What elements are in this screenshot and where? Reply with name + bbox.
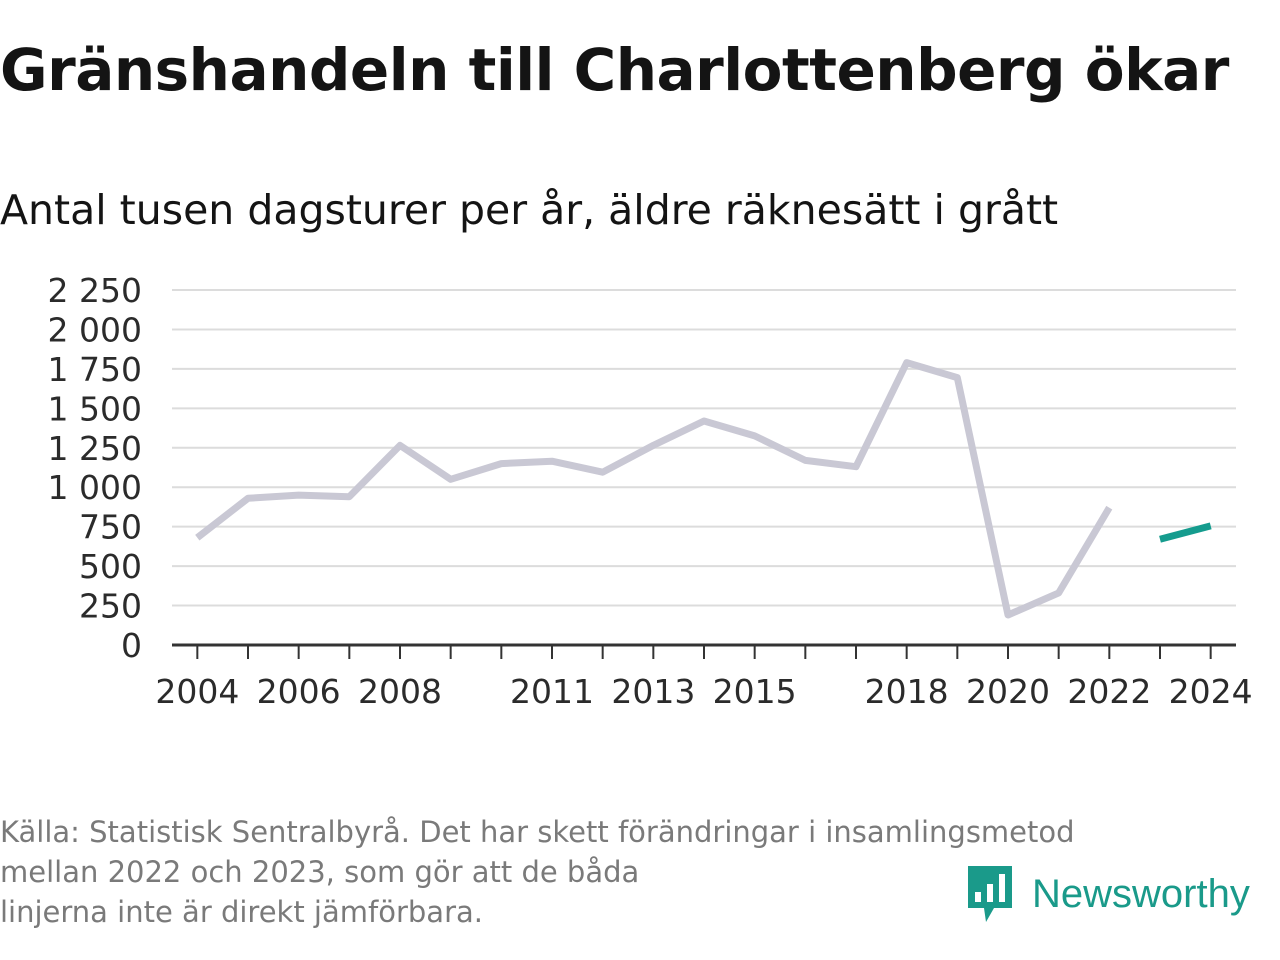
data-point xyxy=(397,442,403,448)
chart-title: Gränshandeln till Charlottenberg ökar xyxy=(0,36,1229,104)
x-tick-label: 2024 xyxy=(1169,672,1253,711)
x-tick-label: 2018 xyxy=(865,672,949,711)
data-point xyxy=(904,360,910,366)
y-tick-label: 1 750 xyxy=(48,350,142,389)
data-point xyxy=(498,461,504,467)
data-point xyxy=(296,492,302,498)
data-point xyxy=(1106,505,1112,511)
chart-subtitle: Antal tusen dagsturer per år, äldre räkn… xyxy=(0,186,1059,234)
y-tick-label: 500 xyxy=(79,547,142,586)
source-note-line-2: mellan 2022 och 2023, som gör att de båd… xyxy=(0,855,640,889)
x-tick-label: 2020 xyxy=(966,672,1050,711)
source-note-line-3: linjerna inte är direkt jämförbara. xyxy=(0,895,483,929)
y-tick-label: 0 xyxy=(121,626,142,665)
data-point xyxy=(1005,612,1011,618)
x-tick-label: 2013 xyxy=(611,672,695,711)
y-tick-label: 750 xyxy=(79,508,142,547)
series-line-older-method xyxy=(195,359,1113,619)
data-point xyxy=(853,464,859,470)
x-tick-label: 2015 xyxy=(713,672,797,711)
x-tick-label: 2022 xyxy=(1067,672,1151,711)
y-tick-label: 2 000 xyxy=(48,310,142,349)
data-point xyxy=(1208,523,1214,529)
y-tick-label: 1 000 xyxy=(48,468,142,507)
data-point xyxy=(245,495,251,501)
data-point xyxy=(954,375,960,381)
gridlines xyxy=(172,289,1236,607)
data-point xyxy=(194,535,200,541)
data-point xyxy=(600,469,606,475)
source-note-line-1: Källa: Statistisk Sentralbyrå. Det har s… xyxy=(0,815,1075,849)
x-tick-label: 2008 xyxy=(358,672,442,711)
data-point xyxy=(752,433,758,439)
y-tick-label: 1 500 xyxy=(48,389,142,428)
x-tick-label: 2004 xyxy=(155,672,239,711)
x-tick-label: 2011 xyxy=(510,672,594,711)
data-point xyxy=(549,458,555,464)
data-point xyxy=(346,494,352,500)
source-note: Källa: Statistisk Sentralbyrå. Det har s… xyxy=(0,812,1200,932)
data-point xyxy=(802,457,808,463)
series-line-new-method xyxy=(1159,522,1212,543)
data-point xyxy=(650,442,656,448)
newsworthy-logo[interactable]: Newsworthy xyxy=(964,862,1250,926)
bar-chart-speech-bubble-icon xyxy=(968,866,1012,922)
data-point xyxy=(448,476,454,482)
data-point xyxy=(1157,536,1163,542)
y-tick-label: 1 250 xyxy=(48,429,142,468)
x-axis: 2004 2006 2008 2011 2013 2015 2018 2020 2022 2024 xyxy=(155,643,1253,711)
brand-name: Newsworthy xyxy=(1032,871,1250,916)
data-point xyxy=(701,418,707,424)
series xyxy=(194,359,1214,619)
y-tick-label: 250 xyxy=(79,587,142,626)
data-point xyxy=(1056,590,1062,596)
y-tick-label: 2 250 xyxy=(48,271,142,310)
x-tick-label: 2006 xyxy=(257,672,341,711)
